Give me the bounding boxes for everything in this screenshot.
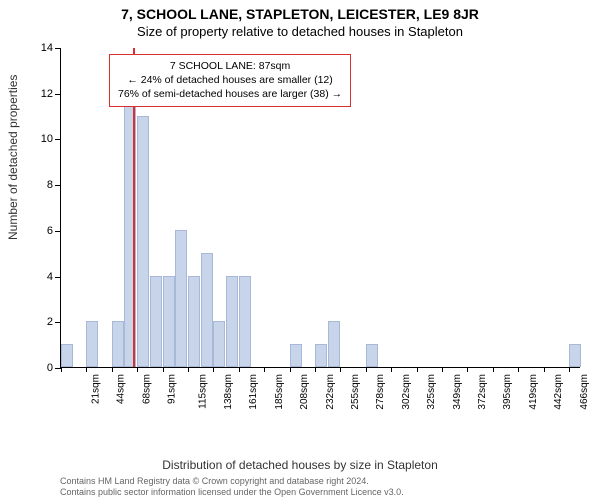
- y-axis-label: Number of detached properties: [6, 75, 20, 240]
- x-tick: [163, 367, 164, 372]
- x-tick: [315, 367, 316, 372]
- footer: Contains HM Land Registry data © Crown c…: [60, 476, 590, 498]
- x-tick-label: 208sqm: [297, 374, 310, 410]
- y-tick-label: 8: [47, 179, 61, 191]
- x-tick: [569, 367, 570, 372]
- x-tick: [340, 367, 341, 372]
- x-tick: [493, 367, 494, 372]
- x-tick-label: 21sqm: [89, 374, 102, 404]
- y-tick-label: 10: [41, 133, 61, 145]
- x-tick: [442, 367, 443, 372]
- x-tick-label: 372sqm: [475, 374, 488, 410]
- y-tick-label: 12: [41, 88, 61, 100]
- histogram-bar: [188, 276, 200, 367]
- annotation-line3: 76% of semi-detached houses are larger (…: [118, 88, 342, 100]
- x-tick-label: 302sqm: [399, 374, 412, 410]
- x-axis-label: Distribution of detached houses by size …: [0, 458, 600, 472]
- histogram-bar: [163, 276, 175, 367]
- histogram-bar: [290, 344, 302, 367]
- x-tick-label: 232sqm: [323, 374, 336, 410]
- x-tick-label: 185sqm: [272, 374, 285, 410]
- x-tick-label: 466sqm: [577, 374, 590, 410]
- histogram-bar: [201, 253, 213, 367]
- x-tick-label: 278sqm: [373, 374, 386, 410]
- x-tick: [188, 367, 189, 372]
- histogram-bar: [569, 344, 581, 367]
- x-tick: [61, 367, 62, 372]
- y-tick-label: 2: [47, 316, 61, 328]
- histogram-bar: [86, 321, 98, 367]
- x-tick: [264, 367, 265, 372]
- x-tick-label: 44sqm: [113, 374, 126, 404]
- x-tick: [137, 367, 138, 372]
- y-tick-label: 4: [47, 271, 61, 283]
- plot-area: 0246810121421sqm44sqm68sqm91sqm115sqm138…: [60, 48, 580, 368]
- x-tick: [518, 367, 519, 372]
- footer-line2: Contains public sector information licen…: [60, 487, 404, 497]
- histogram-bar: [366, 344, 378, 367]
- x-tick: [467, 367, 468, 372]
- x-tick-label: 419sqm: [526, 374, 539, 410]
- x-tick: [213, 367, 214, 372]
- y-tick-label: 0: [47, 362, 61, 374]
- x-tick: [239, 367, 240, 372]
- x-tick: [366, 367, 367, 372]
- histogram-bar: [213, 321, 225, 367]
- footer-line1: Contains HM Land Registry data © Crown c…: [60, 476, 369, 486]
- x-tick-label: 395sqm: [500, 374, 513, 410]
- x-tick: [290, 367, 291, 372]
- x-tick: [86, 367, 87, 372]
- x-tick-label: 442sqm: [551, 374, 564, 410]
- x-tick: [112, 367, 113, 372]
- histogram-bar: [315, 344, 327, 367]
- histogram-bar: [112, 321, 124, 367]
- x-tick-label: 349sqm: [450, 374, 463, 410]
- histogram-bar: [150, 276, 162, 367]
- histogram-bar: [175, 230, 187, 367]
- x-tick-label: 68sqm: [140, 374, 153, 404]
- x-tick-label: 115sqm: [195, 374, 208, 409]
- histogram-bar: [61, 344, 73, 367]
- annotation-line1: 7 SCHOOL LANE: 87sqm: [170, 60, 290, 72]
- x-tick: [544, 367, 545, 372]
- annotation-line2: ← 24% of detached houses are smaller (12…: [127, 74, 332, 86]
- x-tick: [391, 367, 392, 372]
- histogram-bar: [328, 321, 340, 367]
- histogram-bar: [226, 276, 238, 367]
- y-tick-label: 6: [47, 225, 61, 237]
- x-tick-label: 161sqm: [246, 374, 259, 410]
- title-sub: Size of property relative to detached ho…: [0, 24, 600, 39]
- histogram-bar: [137, 116, 149, 367]
- x-tick-label: 325sqm: [424, 374, 437, 410]
- x-tick-label: 255sqm: [348, 374, 361, 410]
- x-tick-label: 138sqm: [221, 374, 234, 410]
- histogram-bar: [239, 276, 251, 367]
- chart-container: 7, SCHOOL LANE, STAPLETON, LEICESTER, LE…: [0, 0, 600, 500]
- x-tick-label: 91sqm: [165, 374, 178, 404]
- y-tick-label: 14: [41, 42, 61, 54]
- title-main: 7, SCHOOL LANE, STAPLETON, LEICESTER, LE…: [0, 6, 600, 22]
- annotation-box: 7 SCHOOL LANE: 87sqm ← 24% of detached h…: [109, 54, 351, 107]
- x-tick: [417, 367, 418, 372]
